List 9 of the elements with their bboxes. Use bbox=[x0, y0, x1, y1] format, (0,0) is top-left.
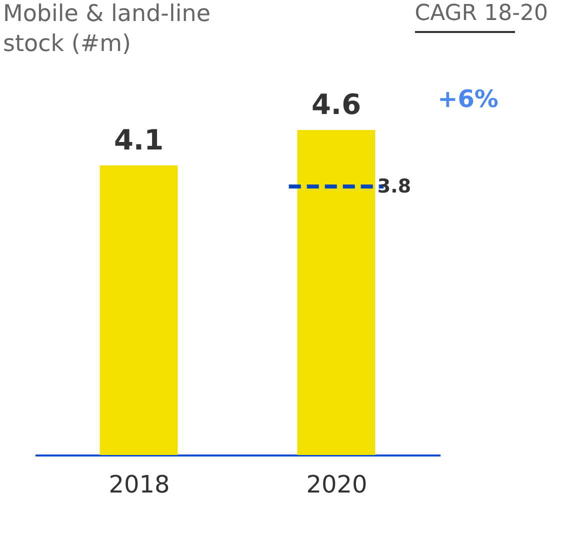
x-tick-label: 2018 bbox=[108, 470, 170, 498]
text: CAGR 18-20 bbox=[414, 1, 548, 26]
text: +6% bbox=[438, 85, 498, 113]
ref-line-label: 3.8 bbox=[377, 176, 412, 198]
text: stock (#m) bbox=[3, 31, 131, 57]
data-label: 4.1 bbox=[114, 123, 164, 156]
x-tick-label: 2020 bbox=[306, 470, 368, 498]
text: Mobile & land-line bbox=[3, 1, 210, 27]
data-label: 4.6 bbox=[311, 88, 362, 121]
